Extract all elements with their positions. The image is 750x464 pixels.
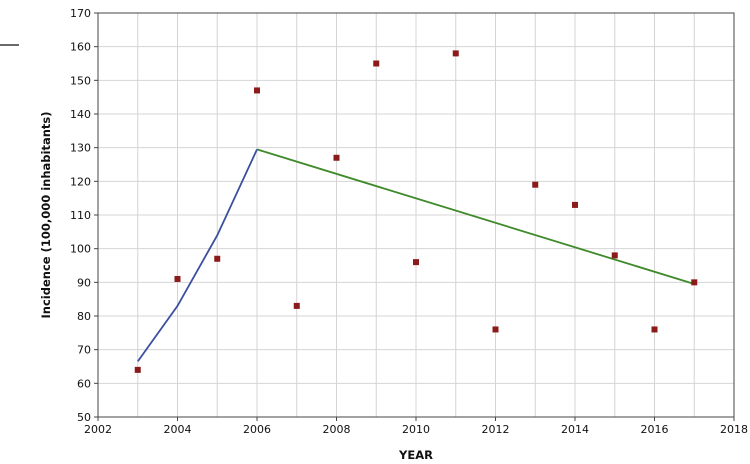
y-tick-label: 170 [70, 7, 91, 20]
y-tick-label: 50 [77, 411, 91, 424]
data-point [413, 259, 419, 266]
data-point [254, 87, 260, 94]
x-tick-label: 2012 [482, 423, 510, 436]
y-tick-label: 120 [70, 175, 91, 188]
data-point [611, 252, 618, 259]
x-tick-label: 2016 [641, 423, 669, 436]
x-tick-label: 2008 [323, 423, 351, 436]
data-point [572, 201, 578, 208]
data-point [293, 302, 300, 309]
trend-line-2 [256, 148, 695, 285]
y-axis-title: Incidence (100,000 inhabitants) [39, 112, 53, 319]
y-tick-label: 70 [77, 344, 91, 357]
y-tick-label: 110 [70, 209, 91, 222]
tick-layer: 2002 2004 2006 2008 2010 2012 2014 2016 2018 50 60… [70, 7, 748, 436]
grid-layer [98, 13, 734, 417]
y-tick-label: 90 [77, 276, 91, 289]
data-point [134, 366, 141, 373]
y-tick-label: 160 [70, 41, 91, 54]
data-point [452, 50, 459, 57]
trend-line-1 [137, 149, 258, 362]
x-tick-label: 2006 [243, 423, 271, 436]
y-tick-label: 80 [77, 310, 91, 323]
y-tick-label: 130 [70, 142, 91, 155]
y-tick-label: 140 [70, 108, 91, 121]
x-tick-label: 2002 [84, 423, 112, 436]
data-point [214, 255, 221, 262]
data-point [691, 279, 698, 286]
y-tick-label: 150 [70, 74, 91, 87]
data-point [532, 181, 539, 188]
x-tick-label: 2018 [720, 423, 748, 436]
y-tick-label: 60 [77, 377, 91, 390]
x-axis-title: YEAR [398, 448, 433, 462]
series-layer [134, 50, 698, 373]
data-point [333, 154, 340, 161]
x-tick-label: 2014 [561, 423, 589, 436]
x-tick-label: 2004 [164, 423, 192, 436]
x-tick-label: 2010 [402, 423, 430, 436]
data-point [373, 60, 380, 67]
data-point [492, 326, 499, 333]
data-point [651, 326, 658, 333]
data-point [174, 275, 181, 282]
y-tick-label: 100 [70, 243, 91, 256]
